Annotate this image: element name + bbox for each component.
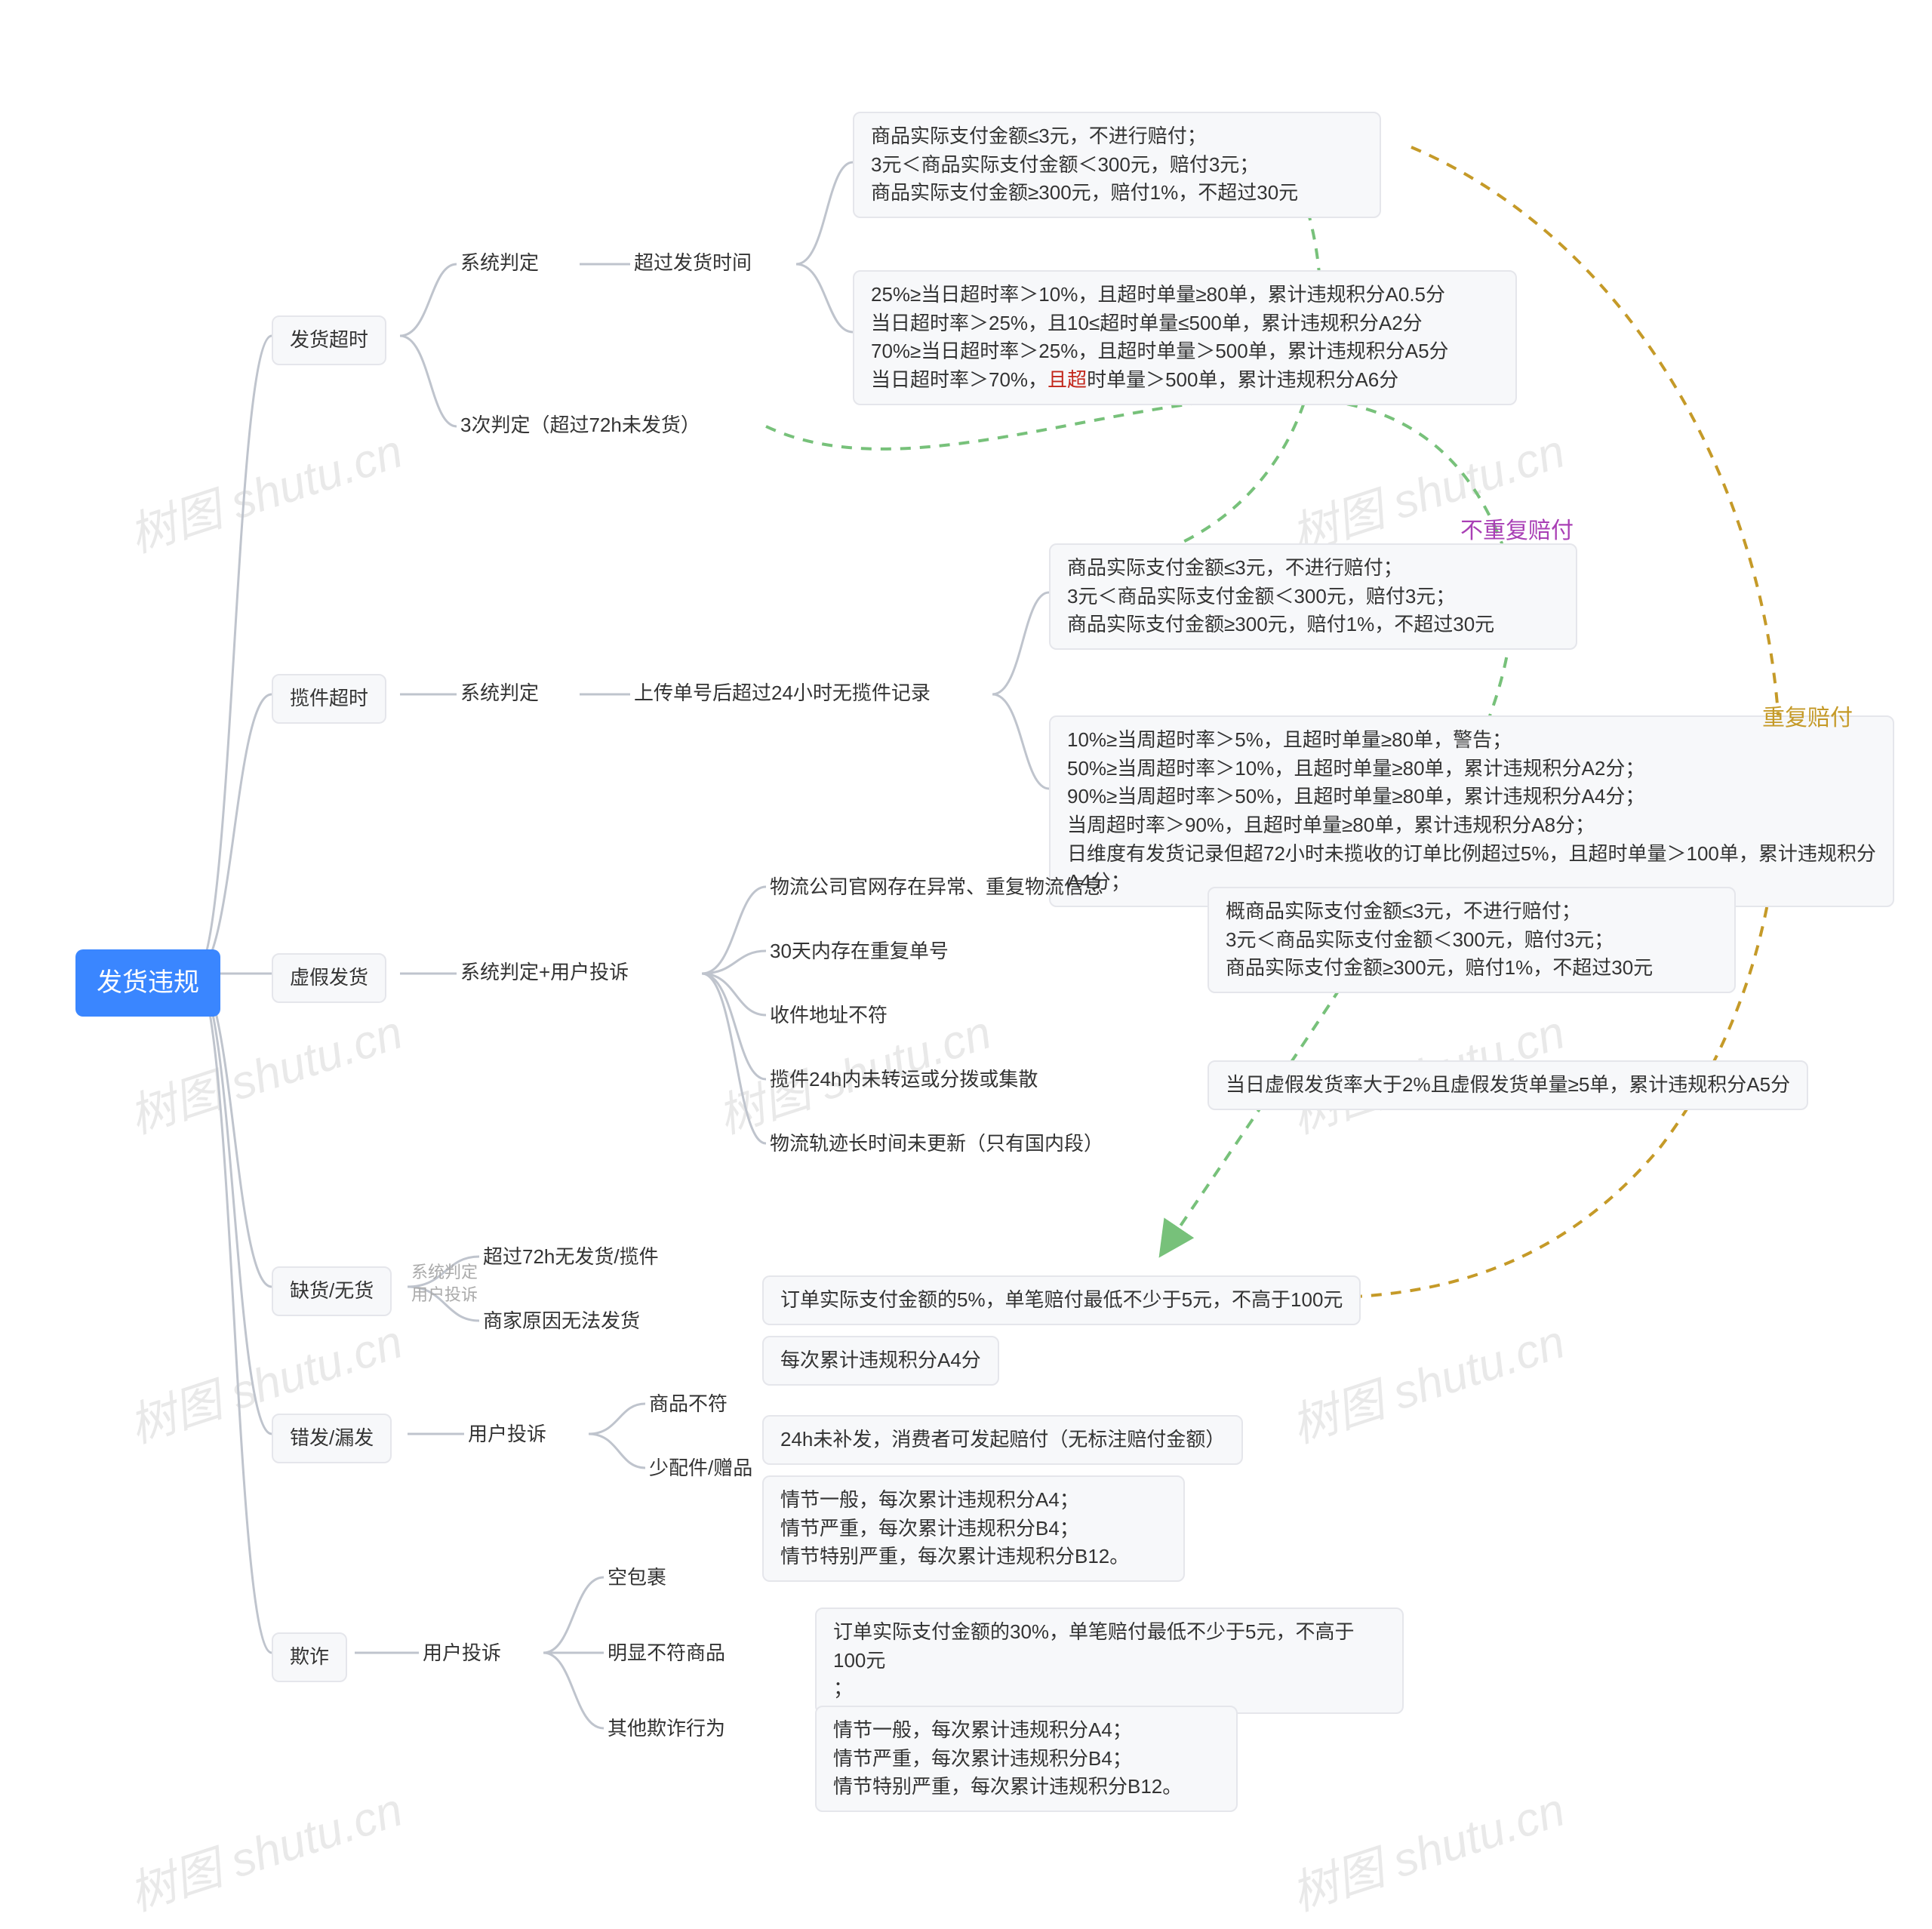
b3-item5: 物流轨迹长时间未更新（只有国内段）	[770, 1130, 1103, 1158]
text: 情节一般，每次累计违规积分A4；	[833, 1716, 1220, 1745]
label-repeat-pay: 重复赔付	[1762, 702, 1853, 735]
b6-c1b: 明显不符商品	[608, 1639, 725, 1668]
text: 70%≥当日超时率＞25%，且超时单量＞500单，累计违规积分A5分	[871, 337, 1499, 366]
text: 商品实际支付金额≤3元，不进行赔付；	[871, 122, 1363, 151]
branch-fake-shipping: 虚假发货	[272, 953, 386, 1003]
b6-c1c: 其他欺诈行为	[608, 1715, 725, 1743]
b5-user-complaint: 用户投诉	[468, 1420, 546, 1449]
text: 概商品实际支付金额≤3元，不进行赔付；	[1226, 897, 1718, 926]
text: 25%≥当日超时率＞10%，且超时单量≥80单，累计违规积分A0.5分	[871, 281, 1499, 309]
b6-detail1: 订单实际支付金额的30%，单笔赔付最低不少于5元，不高于100元 ；	[815, 1608, 1404, 1714]
branch-wrong-shipping: 错发/漏发	[272, 1414, 392, 1463]
b3-system-complaint: 系统判定+用户投诉	[460, 958, 629, 987]
b2-system-judge: 系统判定	[460, 679, 539, 708]
root-node: 发货违规	[75, 949, 220, 1017]
text: 商品实际支付金额≤3元，不进行赔付；	[1067, 554, 1559, 583]
b1-over-ship-time: 超过发货时间	[634, 249, 752, 278]
b1-system-judge: 系统判定	[460, 249, 539, 278]
branch-fraud: 欺诈	[272, 1632, 347, 1682]
b5-detail2: 情节一般，每次累计违规积分A4； 情节严重，每次累计违规积分B4； 情节特别严重…	[762, 1475, 1185, 1582]
branch-pickup-overtime: 揽件超时	[272, 674, 386, 724]
text: 当日超时率＞70%，且超时单量＞500单，累计违规积分A6分	[871, 366, 1499, 395]
text: 3元＜商品实际支付金额＜300元，赔付3元；	[1067, 583, 1559, 611]
watermark: 树图 shutu.cn	[1283, 1777, 1574, 1929]
b6-user-complaint: 用户投诉	[423, 1639, 501, 1668]
b5-detail1: 24h未补发，消费者可发起赔付（无标注赔付金额）	[762, 1415, 1243, 1465]
text: 当日超时率＞25%，且10≤超时单量≤500单，累计违规积分A2分	[871, 309, 1499, 338]
b6-c1a: 空包裹	[608, 1564, 666, 1592]
text: 10%≥当周超时率＞5%，且超时单量≥80单，警告；	[1067, 726, 1876, 755]
watermark: 树图 shutu.cn	[121, 1777, 411, 1929]
text: 50%≥当周超时率＞10%，且超时单量≥80单，累计违规积分A2分；	[1067, 755, 1876, 783]
watermark: 树图 shutu.cn	[121, 999, 411, 1152]
b4-detail2: 每次累计违规积分A4分	[762, 1336, 999, 1386]
label-no-repeat-pay: 不重复赔付	[1460, 515, 1574, 548]
text: 情节严重，每次累计违规积分B4；	[780, 1515, 1167, 1543]
watermark: 树图 shutu.cn	[1283, 1309, 1574, 1461]
text: 3元＜商品实际支付金额＜300元，赔付3元；	[871, 151, 1363, 180]
text: 商品实际支付金额≥300元，赔付1%，不超过30元	[871, 179, 1363, 208]
text: 情节特别严重，每次累计违规积分B12。	[780, 1543, 1167, 1571]
text: ；	[833, 1675, 1386, 1703]
text: 商品实际支付金额≥300元，赔付1%，不超过30元	[1067, 611, 1559, 639]
b4-c2: 商家原因无法发货	[483, 1307, 640, 1336]
text: 情节特别严重，每次累计违规积分B12。	[833, 1773, 1220, 1801]
text: 3元＜商品实际支付金额＜300元，赔付3元；	[1226, 926, 1718, 955]
b4-c1: 超过72h无发货/揽件	[483, 1243, 659, 1272]
b1-penalty-box1: 商品实际支付金额≤3元，不进行赔付； 3元＜商品实际支付金额＜300元，赔付3元…	[853, 112, 1381, 218]
b1-three-times: 3次判定（超过72h未发货）	[460, 411, 700, 440]
text: 订单实际支付金额的30%，单笔赔付最低不少于5元，不高于100元	[833, 1618, 1386, 1675]
b4-subbottom: 用户投诉	[411, 1283, 478, 1307]
watermark: 树图 shutu.cn	[121, 418, 411, 571]
text: 90%≥当周超时率＞50%，且超时单量≥80单，累计违规积分A4分；	[1067, 783, 1876, 811]
text: 商品实际支付金额≥300元，赔付1%，不超过30元	[1226, 954, 1718, 983]
b2-penalty-box2: 10%≥当周超时率＞5%，且超时单量≥80单，警告； 50%≥当周超时率＞10%…	[1049, 715, 1894, 907]
branch-out-of-stock: 缺货/无货	[272, 1266, 392, 1316]
b3-item3: 收件地址不符	[770, 1001, 888, 1030]
b5-c1b: 少配件/赠品	[649, 1454, 752, 1483]
b2-penalty-box1: 商品实际支付金额≤3元，不进行赔付； 3元＜商品实际支付金额＜300元，赔付3元…	[1049, 543, 1577, 650]
b1-penalty-box2: 25%≥当日超时率＞10%，且超时单量≥80单，累计违规积分A0.5分 当日超时…	[853, 270, 1517, 405]
b3-detail-box1: 概商品实际支付金额≤3元，不进行赔付； 3元＜商品实际支付金额＜300元，赔付3…	[1208, 887, 1736, 993]
b3-detail-box2: 当日虚假发货率大于2%且虚假发货单量≥5单，累计违规积分A5分	[1208, 1060, 1808, 1110]
b2-over24h: 上传单号后超过24小时无揽件记录	[634, 679, 931, 708]
text: 情节严重，每次累计违规积分B4；	[833, 1745, 1220, 1774]
b4-detail1: 订单实际支付金额的5%，单笔赔付最低不少于5元，不高于100元	[762, 1275, 1361, 1325]
b5-c1a: 商品不符	[649, 1390, 728, 1419]
b4-subtop: 系统判定	[411, 1260, 478, 1284]
branch-shipping-overtime: 发货超时	[272, 315, 386, 365]
b3-item2: 30天内存在重复单号	[770, 937, 949, 966]
b3-item1: 物流公司官网存在异常、重复物流信息	[770, 873, 1103, 902]
text: 当周超时率＞90%，且超时单量≥80单，累计违规积分A8分；	[1067, 811, 1876, 840]
text: 情节一般，每次累计违规积分A4；	[780, 1486, 1167, 1515]
b6-detail2: 情节一般，每次累计违规积分A4； 情节严重，每次累计违规积分B4； 情节特别严重…	[815, 1706, 1238, 1812]
b3-item4: 揽件24h内未转运或分拨或集散	[770, 1066, 1038, 1094]
